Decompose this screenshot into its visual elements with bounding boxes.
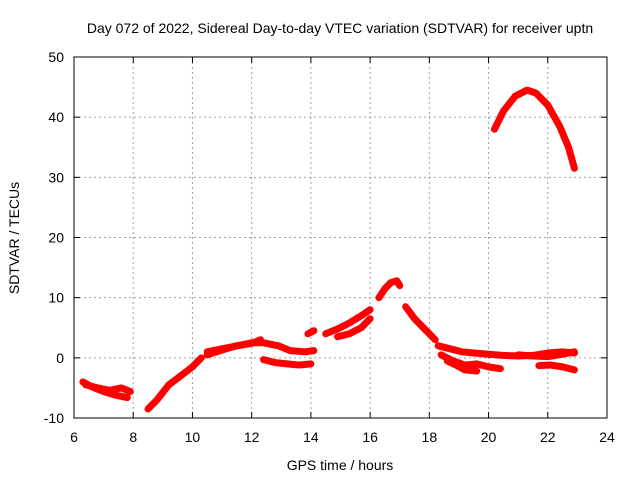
y-tick-label: 20 — [48, 230, 64, 246]
x-tick-label: 12 — [244, 429, 260, 445]
y-tick-label: 30 — [48, 169, 64, 185]
x-tick-label: 8 — [129, 429, 137, 445]
data-series-group — [79, 86, 578, 413]
y-tick-label: 0 — [56, 350, 64, 366]
series-track-k — [402, 303, 439, 344]
y-tick-label: 10 — [48, 290, 64, 306]
series-track-o — [514, 348, 578, 361]
series-track-e — [203, 336, 265, 359]
x-tick-label: 22 — [540, 429, 556, 445]
series-track-n — [443, 357, 481, 375]
series-track-h — [322, 306, 374, 338]
y-tick-label: -10 — [44, 410, 64, 426]
series-track-g — [304, 327, 318, 338]
x-tick-label: 6 — [70, 429, 78, 445]
x-tick-label: 18 — [422, 429, 438, 445]
chart-title: Day 072 of 2022, Sidereal Day-to-day VTE… — [87, 20, 593, 36]
series-track-i — [334, 315, 374, 341]
y-tick-label: 40 — [48, 109, 64, 125]
series-track-p — [535, 361, 578, 374]
x-tick-label: 24 — [599, 429, 615, 445]
x-tick-label: 16 — [362, 429, 378, 445]
grid — [74, 57, 607, 418]
x-axis-label: GPS time / hours — [287, 457, 394, 473]
x-tick-label: 20 — [481, 429, 497, 445]
y-tick-label: 50 — [48, 49, 64, 65]
axis-ticks: 6 8 10 12 14 16 18 20 22 24 -10 0 10 20 30 40 50 — [44, 49, 615, 445]
series-track-b — [82, 381, 134, 396]
y-axis-label: SDTVAR / TECUs — [6, 182, 22, 294]
x-tick-label: 10 — [185, 429, 201, 445]
series-track-f — [260, 356, 315, 369]
series-track-q — [490, 86, 578, 172]
series-track-j — [375, 277, 404, 302]
x-tick-label: 14 — [303, 429, 319, 445]
series-track-c — [144, 354, 205, 413]
